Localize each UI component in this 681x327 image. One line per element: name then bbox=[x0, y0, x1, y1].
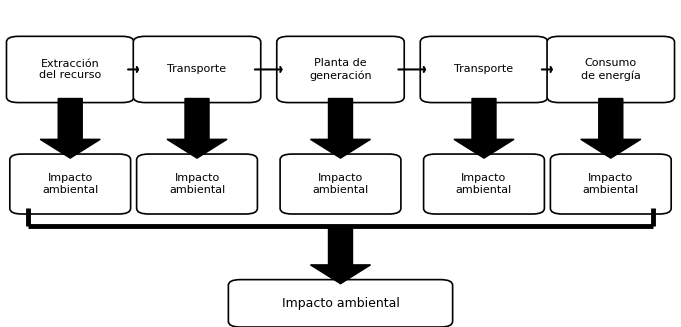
Text: Impacto
ambiental: Impacto ambiental bbox=[313, 173, 368, 195]
Polygon shape bbox=[167, 98, 227, 158]
Text: Impacto
ambiental: Impacto ambiental bbox=[456, 173, 512, 195]
FancyBboxPatch shape bbox=[280, 154, 401, 214]
FancyBboxPatch shape bbox=[228, 280, 453, 327]
Text: Impacto
ambiental: Impacto ambiental bbox=[583, 173, 639, 195]
Text: Transporte: Transporte bbox=[454, 64, 513, 75]
FancyBboxPatch shape bbox=[550, 154, 671, 214]
Polygon shape bbox=[40, 98, 100, 158]
FancyBboxPatch shape bbox=[133, 36, 261, 103]
Polygon shape bbox=[311, 227, 370, 284]
FancyBboxPatch shape bbox=[547, 36, 674, 103]
Text: Impacto ambiental: Impacto ambiental bbox=[281, 297, 400, 310]
FancyBboxPatch shape bbox=[7, 36, 134, 103]
Text: Impacto
ambiental: Impacto ambiental bbox=[169, 173, 225, 195]
FancyBboxPatch shape bbox=[420, 36, 548, 103]
Text: Transporte: Transporte bbox=[168, 64, 227, 75]
Polygon shape bbox=[581, 98, 641, 158]
Text: Impacto
ambiental: Impacto ambiental bbox=[42, 173, 98, 195]
FancyBboxPatch shape bbox=[424, 154, 544, 214]
Text: Consumo
de energía: Consumo de energía bbox=[581, 58, 641, 80]
Text: Planta de
generación: Planta de generación bbox=[309, 58, 372, 80]
FancyBboxPatch shape bbox=[276, 36, 405, 103]
Text: Extracción
del recurso: Extracción del recurso bbox=[39, 59, 101, 80]
Polygon shape bbox=[311, 98, 370, 158]
FancyBboxPatch shape bbox=[137, 154, 257, 214]
Polygon shape bbox=[454, 98, 514, 158]
FancyBboxPatch shape bbox=[10, 154, 131, 214]
